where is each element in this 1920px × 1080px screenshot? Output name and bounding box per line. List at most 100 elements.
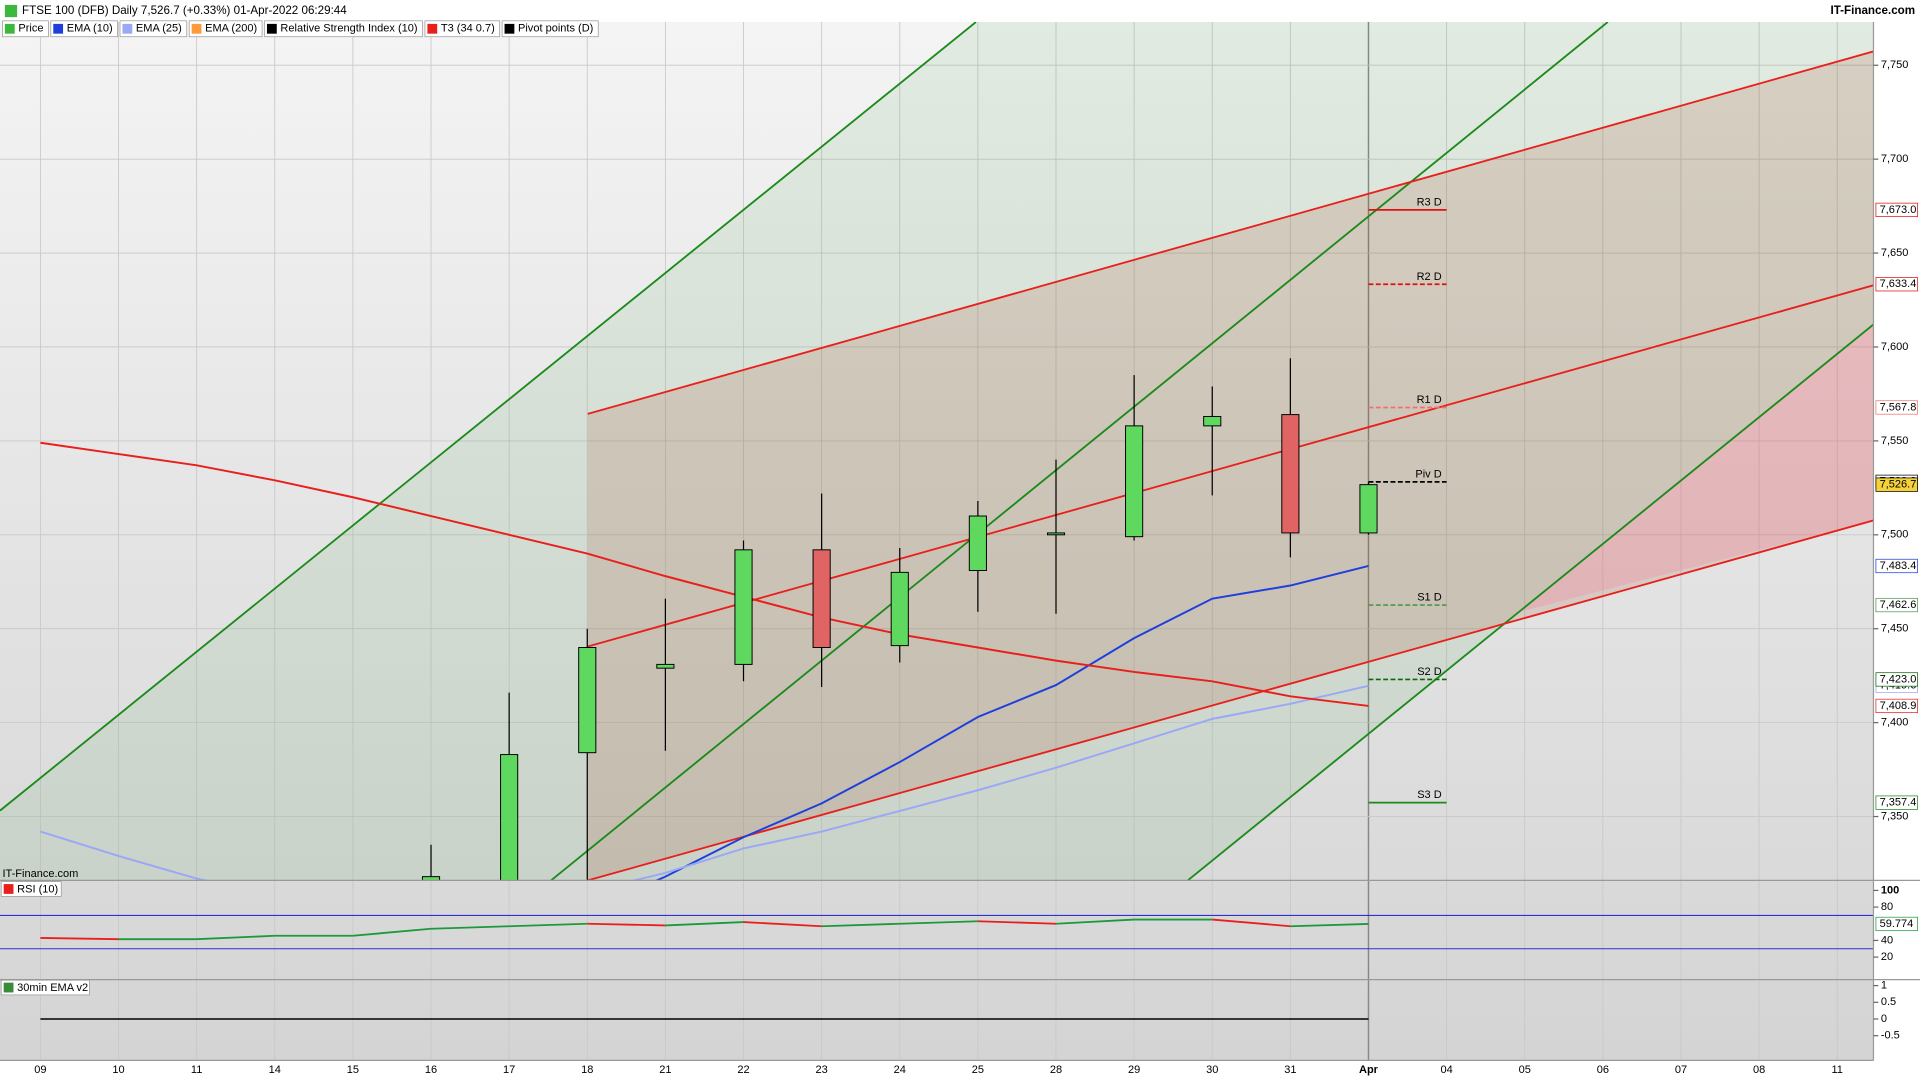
x-tick-label: 06	[1597, 1064, 1609, 1076]
x-tick-label: 11	[1832, 1064, 1843, 1076]
candle-body	[734, 549, 753, 665]
logo-icon	[4, 4, 18, 18]
pivot-value-label: 7,423.0	[1880, 673, 1917, 685]
chart-title: FTSE 100 (DFB) Daily 7,526.7 (+0.33%) 01…	[22, 4, 347, 17]
legend-swatch	[122, 23, 133, 34]
last-price-badge	[1875, 477, 1918, 492]
legend-label: Relative Strength Index (10)	[280, 23, 417, 35]
y-tick-label: 7,550	[1881, 435, 1909, 447]
source: IT-Finance.com	[1830, 4, 1915, 17]
y-tick-label: 40	[1881, 934, 1893, 946]
x-tick-label: 16	[425, 1064, 437, 1076]
pivot-value-badge	[1875, 795, 1918, 810]
legend-swatch	[504, 23, 515, 34]
line-value-badge	[1875, 558, 1918, 574]
x-tick-label: 29	[1128, 1064, 1140, 1076]
candle-body	[500, 754, 519, 881]
trend-line	[587, 50, 1874, 415]
y-tick-label: 7,400	[1881, 717, 1909, 729]
rsi-segment	[899, 920, 978, 925]
rsi-segment	[509, 922, 588, 928]
legend-label: EMA (200)	[205, 23, 257, 35]
pivot-value-badge	[1875, 202, 1918, 217]
panel-title: 30min EMA v2	[17, 982, 88, 994]
y-tick-label: 7,450	[1881, 623, 1909, 635]
candle-body	[1359, 484, 1378, 534]
rsi-segment	[1212, 918, 1291, 928]
x-tick-label: 14	[269, 1064, 281, 1076]
x-tick-label: 22	[737, 1064, 749, 1076]
legend-swatch	[3, 982, 14, 993]
candle-body	[890, 571, 909, 647]
rsi-segment	[196, 934, 275, 941]
y-tick-label: -0.5	[1881, 1030, 1900, 1042]
pivot-value-badge	[1875, 597, 1918, 613]
axis-background	[0, 1060, 1920, 1080]
line-value-badge	[1875, 698, 1918, 714]
x-tick-label: 17	[503, 1064, 515, 1076]
legend-item	[50, 20, 118, 38]
candle-body	[656, 663, 675, 669]
candle-body	[968, 515, 987, 571]
pivot-label: Piv D	[1415, 468, 1441, 480]
line-value-label: 7,483.4	[1880, 560, 1917, 572]
legend-swatch	[4, 23, 15, 34]
pivot-label: R2 D	[1417, 271, 1442, 283]
rsi-value-label: 59.774	[1880, 918, 1914, 930]
y-tick-label: 1	[1881, 980, 1887, 992]
legend-label: T3 (34 0.7)	[441, 23, 495, 35]
y-tick-label: 20	[1881, 951, 1893, 963]
legend-label: Pivot points (D)	[518, 23, 593, 35]
x-tick-label: Apr	[1359, 1064, 1379, 1076]
trend-line	[587, 519, 1874, 881]
legend-item	[424, 20, 501, 38]
rsi-segment	[743, 921, 822, 928]
pivot-value-badge	[1875, 277, 1918, 292]
x-tick-label: 28	[1050, 1064, 1062, 1076]
pivot-value-badge	[1875, 672, 1918, 687]
drawings	[0, 22, 1874, 881]
watermark: IT-Finance.com	[2, 868, 78, 880]
candle-body	[1281, 414, 1300, 534]
legend-swatch	[53, 23, 64, 34]
x-tick-label: 10	[112, 1064, 124, 1076]
y-tick-label: 7,350	[1881, 810, 1909, 822]
x-tick-label: 30	[1206, 1064, 1218, 1076]
pivot-label: S3 D	[1417, 789, 1442, 801]
indicator-line	[654, 565, 1369, 881]
y-tick-label: 7,750	[1881, 59, 1909, 71]
rsi-segment	[977, 920, 1057, 925]
legend-swatch	[427, 23, 438, 34]
rsi-segment	[352, 927, 432, 937]
trend-line	[0, 22, 977, 812]
panel-title-box	[0, 881, 62, 897]
candle-body	[578, 647, 597, 754]
rsi-segment	[1055, 918, 1135, 925]
rsi-segment	[821, 922, 900, 928]
pivot-label: R1 D	[1417, 394, 1442, 406]
candle-body	[812, 549, 831, 648]
rsi-segment	[1290, 923, 1369, 928]
y-tick-label: 0.5	[1881, 996, 1896, 1008]
rsi-panel	[0, 914, 1874, 950]
pivot-label: S2 D	[1417, 666, 1442, 678]
pivot-value-label: 7,462.6	[1880, 599, 1917, 611]
axis-background	[1873, 0, 1920, 1080]
y-tick-label: 7,600	[1881, 341, 1909, 353]
pivot-value-label: 7,633.4	[1880, 278, 1917, 290]
panel-title-box	[0, 979, 90, 996]
pivot-label: R3 D	[1417, 196, 1442, 208]
pivot-label: S1 D	[1417, 592, 1442, 604]
rsi-value-badge	[1875, 916, 1918, 932]
legend-item	[501, 20, 599, 38]
trend-line	[550, 22, 1609, 881]
trend-line	[587, 284, 1874, 648]
x-tick-label: 09	[34, 1064, 46, 1076]
x-tick-label: 24	[894, 1064, 906, 1076]
pivot-value-label: 7,673.0	[1880, 204, 1917, 216]
candle-body	[1203, 415, 1222, 427]
x-tick-label: 23	[815, 1064, 827, 1076]
